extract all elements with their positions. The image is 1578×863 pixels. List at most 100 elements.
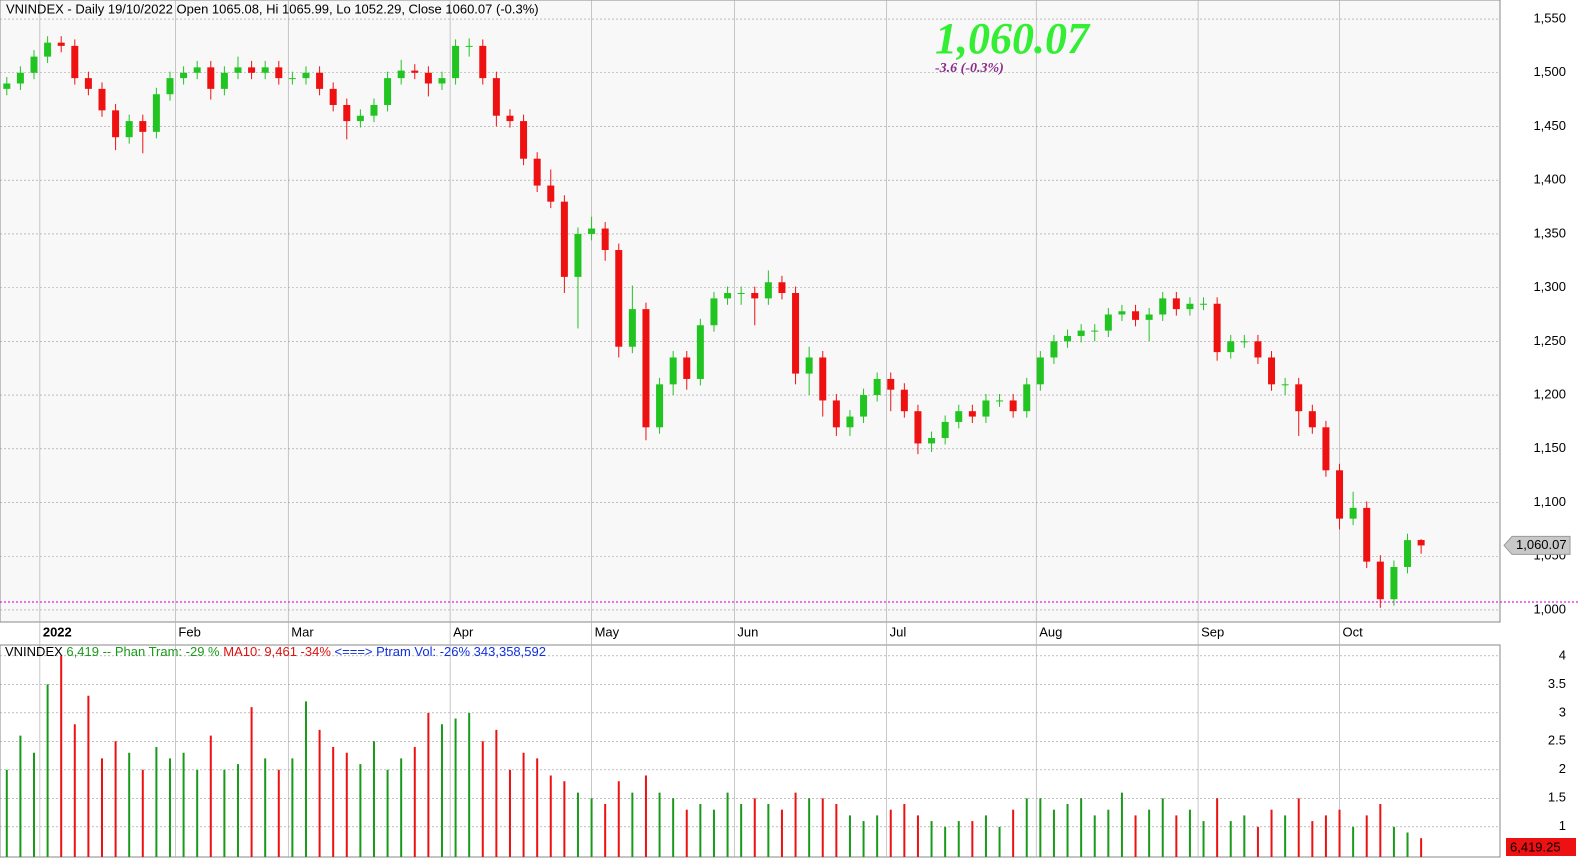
candle-body xyxy=(234,67,242,73)
y-tick-label: 3 xyxy=(1559,704,1566,719)
candle-body xyxy=(1064,335,1072,342)
price-tag: 1,060.07 xyxy=(1516,537,1567,552)
x-tick-label: Apr xyxy=(453,624,474,639)
candle-body xyxy=(1376,561,1384,600)
candle-body xyxy=(1186,303,1194,310)
header-part: MA10: 9,461 -34% xyxy=(223,644,331,659)
y-tick-label: 1,150 xyxy=(1533,440,1566,455)
candle-body xyxy=(846,416,854,428)
candle-body xyxy=(887,378,895,390)
candle-body xyxy=(696,325,704,379)
candle-body xyxy=(288,78,296,80)
y-tick-label: 3.5 xyxy=(1548,676,1566,691)
candle-body xyxy=(98,88,106,111)
candle-body xyxy=(615,250,623,347)
candle-body xyxy=(139,121,147,132)
y-tick-label: 1,000 xyxy=(1533,601,1566,616)
candle-body xyxy=(819,357,827,401)
candle-body xyxy=(751,293,759,299)
x-tick-label: Mar xyxy=(291,624,314,639)
candle-body xyxy=(520,121,528,159)
candle-body xyxy=(1349,507,1357,519)
x-tick-label: Feb xyxy=(178,624,200,639)
candle-body xyxy=(792,293,800,374)
candle-body xyxy=(968,411,976,417)
candle-body xyxy=(1036,357,1044,385)
y-tick-label: 1,300 xyxy=(1533,279,1566,294)
candle-body xyxy=(343,104,351,122)
candle-body xyxy=(982,400,990,417)
candle-body xyxy=(1390,566,1398,600)
candle-body xyxy=(588,228,596,234)
candle-body xyxy=(71,45,79,79)
candle-body xyxy=(275,67,283,79)
candle-body xyxy=(914,411,922,444)
candle-body xyxy=(656,384,664,428)
candle-body xyxy=(3,83,11,89)
candle-body xyxy=(261,67,269,73)
candle-body xyxy=(1363,507,1371,562)
candle-body xyxy=(329,88,337,105)
y-tick-label: 1,400 xyxy=(1533,172,1566,187)
y-tick-label: 2.5 xyxy=(1548,733,1566,748)
candle-body xyxy=(1009,400,1017,412)
price-change: -3.6 (-0.3%) xyxy=(935,61,1004,76)
candle-body xyxy=(860,395,868,417)
candle-body xyxy=(737,293,745,295)
candle-body xyxy=(397,70,405,79)
y-tick-label: 1,500 xyxy=(1533,64,1566,79)
candle-body xyxy=(805,357,813,374)
candle-body xyxy=(778,282,786,294)
candle-body xyxy=(1281,384,1289,386)
candle-body xyxy=(316,72,324,89)
candle-body xyxy=(710,298,718,326)
candle-body xyxy=(492,78,500,116)
candle-body xyxy=(452,45,460,79)
candle-body xyxy=(506,115,514,122)
candle-body xyxy=(764,282,772,299)
candle-body xyxy=(1227,341,1235,353)
candle-body xyxy=(669,357,677,385)
candle-body xyxy=(1118,311,1126,315)
candle-body xyxy=(560,201,568,277)
y-tick-label: 1,350 xyxy=(1533,225,1566,240)
candle-body xyxy=(574,233,582,277)
volume-panel xyxy=(0,644,1501,858)
candle-body xyxy=(1240,341,1248,343)
candle-body xyxy=(465,45,473,47)
candle-body xyxy=(1322,427,1330,471)
y-tick-label: 1,200 xyxy=(1533,387,1566,402)
x-tick-label: May xyxy=(595,624,620,639)
candle-body xyxy=(928,438,936,444)
y-tick-label: 1,450 xyxy=(1533,118,1566,133)
x-tick-label: Aug xyxy=(1039,624,1062,639)
candle-body xyxy=(628,309,636,347)
candle-body xyxy=(30,56,38,73)
candle-body xyxy=(547,185,555,202)
candle-body xyxy=(370,104,378,116)
x-tick-label: Jul xyxy=(890,624,907,639)
candle-body xyxy=(832,400,840,428)
y-tick-label: 1,100 xyxy=(1533,494,1566,509)
candle-body xyxy=(1417,540,1425,546)
candle-body xyxy=(193,67,201,73)
y-tick-label: 4 xyxy=(1559,647,1566,662)
candle-body xyxy=(1104,314,1112,331)
candle-body xyxy=(220,72,228,89)
candle-body xyxy=(1404,540,1412,567)
x-tick-label: 2022 xyxy=(43,624,72,639)
header-part: 6,419 -- Phan Tram: -29 % xyxy=(66,644,220,659)
candle-body xyxy=(1050,341,1058,358)
candle-body xyxy=(900,389,908,412)
candle-body xyxy=(112,110,120,138)
x-tick-label: Sep xyxy=(1201,624,1224,639)
candle-body xyxy=(1023,384,1031,412)
candle-body xyxy=(941,421,949,439)
candle-body xyxy=(411,70,419,73)
price-tag-box xyxy=(1503,535,1571,555)
candle-body xyxy=(438,78,446,84)
header-part: <===> Ptram Vol: -26% 343,358,592 xyxy=(335,644,546,659)
candle-body xyxy=(479,45,487,79)
candle-body xyxy=(642,309,650,428)
